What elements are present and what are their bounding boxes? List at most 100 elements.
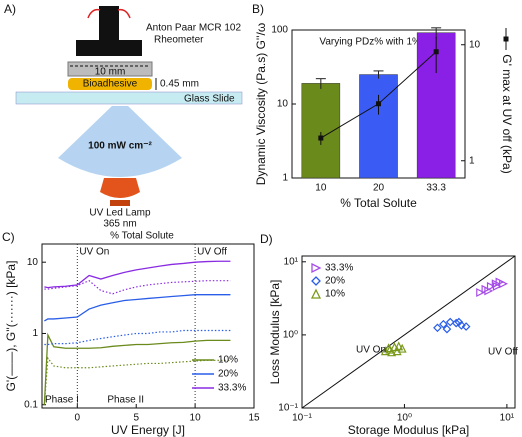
y-tick-label: 10 — [27, 257, 39, 268]
sample — [68, 78, 152, 90]
x-tick-label: 33.3 — [426, 183, 446, 194]
x-tick-label: 20 — [373, 183, 385, 194]
point — [376, 101, 381, 107]
panel-label: D) — [260, 232, 273, 246]
point — [439, 319, 448, 329]
event-label: UV On — [79, 247, 109, 258]
loss-line — [44, 329, 231, 346]
y-tick-label: 10 — [277, 99, 289, 110]
uv-lamp — [100, 178, 140, 198]
x-tick-label: 10⁻¹ — [292, 413, 312, 424]
point — [445, 317, 455, 327]
x-tick-label: 15 — [248, 413, 260, 424]
chart-title: % Total Solute — [110, 231, 174, 242]
legend-marker — [310, 288, 322, 299]
legend-marker — [503, 36, 509, 42]
x-tick-label: 0 — [75, 413, 81, 424]
storage-line — [44, 294, 231, 322]
y-tick-label: 10⁻¹ — [278, 403, 298, 414]
rotation-arrow — [117, 8, 131, 19]
panel-label: B) — [252, 2, 264, 16]
uv-lamp-base — [110, 200, 130, 206]
lamp-label: 365 nm — [103, 219, 136, 230]
glass-slide — [15, 91, 243, 105]
bar — [359, 74, 398, 179]
x-tick-label: 10 — [315, 183, 327, 194]
point — [484, 286, 494, 296]
lamp-label: UV Led Lamp — [89, 208, 151, 219]
legend-marker — [311, 262, 322, 274]
panel-label: C) — [2, 230, 15, 244]
annotation: UV On — [356, 345, 386, 356]
y-tick-label: 10 — [469, 39, 481, 50]
x-axis-label: % Total Solute — [340, 196, 417, 210]
point — [397, 343, 407, 353]
intensity-label: 100 mW cm⁻² — [88, 141, 152, 152]
bar — [416, 32, 456, 179]
y-tick-label: 1 — [282, 173, 288, 184]
x-axis-label: Storage Modulus [kPa] — [348, 423, 469, 437]
legend-label: 10% — [218, 355, 238, 366]
rheometer-head — [76, 40, 142, 56]
x-tick-label: 5 — [133, 413, 139, 424]
plot-frame — [41, 243, 255, 409]
point — [461, 322, 471, 331]
y-tick-label: 10⁰ — [283, 330, 298, 341]
x-tick-label: 10¹ — [500, 413, 515, 424]
point — [476, 288, 486, 297]
x-tick-label: 10⁰ — [397, 413, 412, 424]
point — [384, 343, 394, 353]
legend-label: 33.3% — [325, 263, 353, 274]
slide-label: Glass Slide — [184, 94, 235, 105]
diagram: A) Anton Paar MCR 102 Rheometer 10 mm Bi… — [4, 2, 243, 230]
x-tick-label: 10 — [190, 413, 202, 424]
event-label: UV Off — [197, 247, 227, 258]
rheometer-shaft — [99, 6, 119, 42]
chart-title: Varying PDz% with 1% BC — [319, 37, 437, 48]
uv-beam — [58, 106, 182, 177]
point — [457, 321, 466, 330]
point — [454, 317, 464, 327]
bar — [301, 83, 341, 179]
storage-line — [43, 332, 231, 405]
point — [451, 318, 461, 328]
y-axis-label: G'(——), G''(·······) [kPa] — [4, 261, 18, 392]
y-axis-label: Loss Modulus [kPa] — [268, 280, 282, 385]
rheometer-label: Rheometer — [154, 35, 204, 46]
gap-label: 0.45 mm — [160, 79, 199, 90]
sample-label: Bioadhesive — [83, 79, 138, 90]
phase-label: Phase I — [45, 395, 79, 406]
legend-label: 20% — [325, 276, 345, 287]
y-tick-label: 1 — [469, 155, 475, 166]
legend-label: 10% — [325, 289, 345, 300]
point — [392, 346, 402, 356]
legend-label: 33.3% — [218, 383, 246, 394]
loss-line — [44, 280, 231, 295]
point — [433, 323, 442, 333]
x-axis-label: UV Energy [J] — [111, 423, 185, 437]
loss-line — [43, 356, 231, 405]
panel-label: A) — [4, 2, 16, 16]
y-tick-label: 0.1 — [24, 399, 38, 410]
y-axis-label: G' max at UV off (kPa) — [500, 54, 514, 173]
point — [492, 281, 502, 291]
point — [442, 324, 452, 334]
point — [387, 347, 397, 357]
annotation: UV Off — [488, 347, 518, 358]
plot-frame — [301, 255, 516, 409]
phase-label: Phase II — [107, 395, 144, 406]
rheometer-label: Anton Paar MCR 102 — [146, 23, 241, 34]
y-tick-label: 100 — [271, 25, 288, 36]
y-tick-label: 10¹ — [284, 256, 299, 267]
point — [486, 281, 496, 291]
point — [318, 135, 324, 141]
y-tick-label: 1 — [32, 328, 38, 339]
rotation-arrow — [87, 8, 101, 19]
point — [499, 279, 509, 289]
plate-width: 10 mm — [95, 67, 126, 78]
parity-line — [301, 255, 516, 409]
legend-label: 20% — [218, 369, 238, 380]
y-axis-label: Dynamic Viscosity (Pa.s) G''/ω — [254, 23, 268, 185]
legend-marker — [311, 276, 321, 286]
